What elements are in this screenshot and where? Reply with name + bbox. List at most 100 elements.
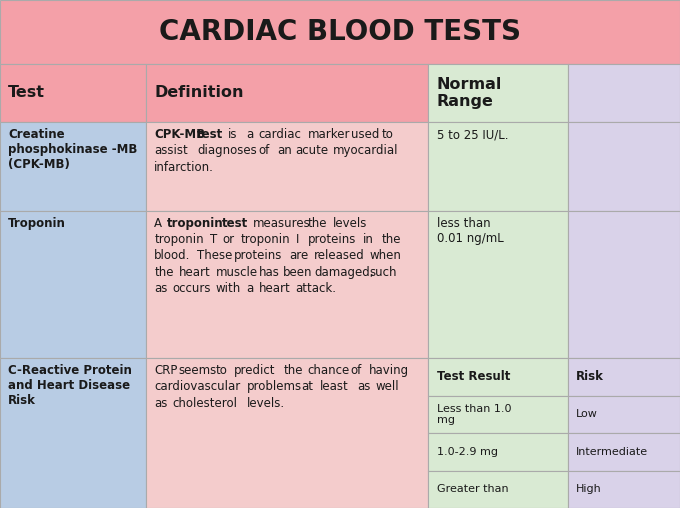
Text: at: at: [302, 380, 313, 394]
Text: well: well: [375, 380, 399, 394]
Text: as: as: [154, 397, 168, 410]
Text: has: has: [258, 266, 279, 279]
Text: Test Result: Test Result: [437, 370, 510, 384]
Text: CPK-MB: CPK-MB: [154, 128, 205, 141]
FancyBboxPatch shape: [146, 122, 428, 211]
FancyBboxPatch shape: [0, 358, 146, 508]
Text: blood.: blood.: [154, 249, 190, 263]
Text: as: as: [357, 380, 371, 394]
Text: test: test: [197, 128, 224, 141]
Text: a: a: [246, 128, 254, 141]
Text: the: the: [381, 233, 401, 246]
Text: myocardial: myocardial: [333, 144, 398, 157]
Text: cardiac: cardiac: [258, 128, 302, 141]
Text: levels: levels: [333, 217, 367, 230]
Text: CRP: CRP: [154, 364, 177, 377]
Text: to: to: [216, 364, 228, 377]
FancyBboxPatch shape: [428, 433, 568, 470]
Text: less than
0.01 ng/mL: less than 0.01 ng/mL: [437, 217, 503, 245]
Text: measures: measures: [252, 217, 310, 230]
Text: problems: problems: [246, 380, 301, 394]
Text: Creatine
phosphokinase -MB
(CPK-MB): Creatine phosphokinase -MB (CPK-MB): [8, 128, 137, 171]
Text: Normal
Range: Normal Range: [437, 77, 502, 109]
Text: in: in: [363, 233, 374, 246]
Text: Greater than: Greater than: [437, 484, 508, 494]
FancyBboxPatch shape: [568, 358, 680, 396]
Text: C-Reactive Protein
and Heart Disease
Risk: C-Reactive Protein and Heart Disease Ris…: [8, 364, 132, 407]
Text: cardiovascular: cardiovascular: [154, 380, 241, 394]
Text: I: I: [296, 233, 299, 246]
FancyBboxPatch shape: [0, 0, 680, 64]
Text: such: such: [369, 266, 396, 279]
Text: used: used: [351, 128, 379, 141]
Text: the: the: [284, 364, 303, 377]
Text: troponin: troponin: [167, 217, 223, 230]
FancyBboxPatch shape: [146, 64, 428, 122]
Text: muscle: muscle: [216, 266, 258, 279]
Text: acute: acute: [296, 144, 328, 157]
Text: Troponin: Troponin: [8, 217, 66, 230]
Text: having: having: [369, 364, 409, 377]
FancyBboxPatch shape: [568, 396, 680, 433]
Text: heart: heart: [179, 266, 211, 279]
FancyBboxPatch shape: [0, 64, 146, 122]
FancyBboxPatch shape: [428, 64, 568, 122]
Text: are: are: [290, 249, 309, 263]
FancyBboxPatch shape: [428, 211, 568, 358]
Text: seems: seems: [179, 364, 217, 377]
FancyBboxPatch shape: [428, 396, 568, 433]
Text: as: as: [154, 282, 168, 295]
Text: cholesterol: cholesterol: [173, 397, 238, 410]
Text: proteins: proteins: [308, 233, 356, 246]
Text: released: released: [314, 249, 364, 263]
FancyBboxPatch shape: [0, 211, 146, 358]
FancyBboxPatch shape: [428, 358, 568, 396]
Text: a: a: [246, 282, 254, 295]
Text: test: test: [222, 217, 248, 230]
FancyBboxPatch shape: [428, 122, 568, 211]
FancyBboxPatch shape: [428, 470, 568, 508]
Text: Risk: Risk: [576, 370, 604, 384]
Text: levels.: levels.: [246, 397, 284, 410]
Text: A: A: [154, 217, 163, 230]
Text: of: of: [351, 364, 362, 377]
Text: predict: predict: [234, 364, 275, 377]
Text: 1.0-2.9 mg: 1.0-2.9 mg: [437, 447, 498, 457]
Text: to: to: [381, 128, 393, 141]
FancyBboxPatch shape: [568, 64, 680, 122]
Text: infarction.: infarction.: [154, 161, 214, 174]
Text: High: High: [576, 484, 602, 494]
FancyBboxPatch shape: [146, 358, 428, 508]
Text: attack.: attack.: [296, 282, 337, 295]
Text: Less than 1.0
mg: Less than 1.0 mg: [437, 403, 511, 425]
Text: or: or: [222, 233, 234, 246]
Text: an: an: [277, 144, 292, 157]
FancyBboxPatch shape: [146, 211, 428, 358]
Text: the: the: [308, 217, 327, 230]
Text: Low: Low: [576, 409, 598, 419]
Text: least: least: [320, 380, 349, 394]
Text: marker: marker: [308, 128, 350, 141]
Text: 5 to 25 IU/L.: 5 to 25 IU/L.: [437, 128, 508, 141]
Text: proteins: proteins: [234, 249, 283, 263]
Text: Intermediate: Intermediate: [576, 447, 648, 457]
Text: is: is: [228, 128, 237, 141]
Text: chance: chance: [308, 364, 350, 377]
Text: troponin: troponin: [240, 233, 290, 246]
Text: heart: heart: [258, 282, 290, 295]
FancyBboxPatch shape: [568, 470, 680, 508]
FancyBboxPatch shape: [568, 211, 680, 358]
Text: the: the: [154, 266, 174, 279]
Text: assist: assist: [154, 144, 188, 157]
Text: when: when: [369, 249, 401, 263]
Text: T: T: [209, 233, 217, 246]
FancyBboxPatch shape: [568, 122, 680, 211]
Text: of: of: [258, 144, 270, 157]
Text: damaged,: damaged,: [314, 266, 373, 279]
FancyBboxPatch shape: [0, 122, 146, 211]
Text: Test: Test: [8, 85, 45, 100]
Text: occurs: occurs: [173, 282, 211, 295]
Text: These: These: [197, 249, 233, 263]
Text: diagnoses: diagnoses: [197, 144, 257, 157]
Text: troponin: troponin: [154, 233, 204, 246]
